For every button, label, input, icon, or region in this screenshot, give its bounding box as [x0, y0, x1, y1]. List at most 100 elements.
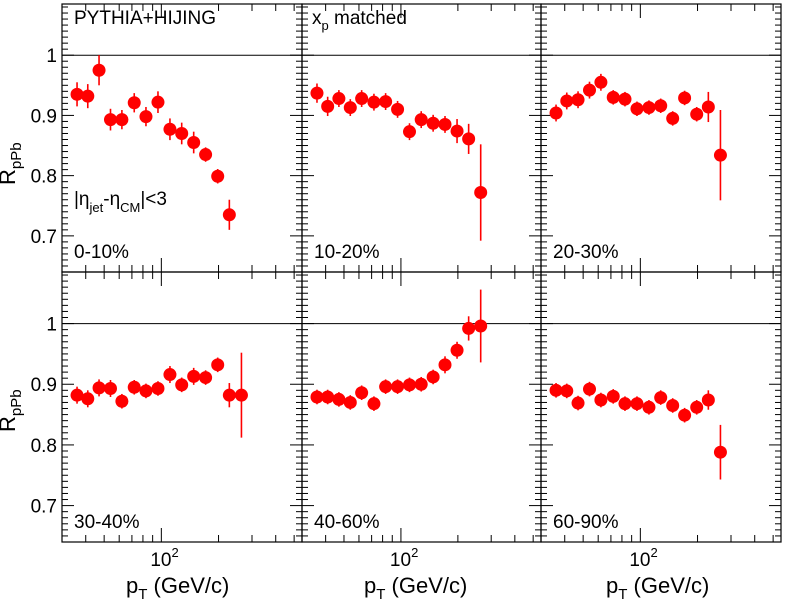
data-point: [690, 400, 704, 414]
x-axis-title-2-unit: (GeV/c): [385, 573, 467, 598]
eta-cut-part-2: jet: [89, 200, 104, 215]
panel-3: 20-30%: [540, 3, 782, 273]
eta-cut-part-3: -η: [103, 189, 120, 210]
y-axis-title-top-sub: pPb: [8, 142, 25, 169]
y-axis-title-top-main: R: [0, 169, 20, 185]
x-axis-title-3-sub: T: [618, 586, 627, 603]
data-point: [450, 343, 464, 357]
data-point: [355, 92, 369, 106]
data-point: [81, 89, 95, 103]
data-point: [379, 380, 393, 394]
data-point: [438, 117, 452, 131]
x-tick-label-exp: 2: [171, 545, 178, 560]
data-point: [367, 95, 381, 109]
data-point: [426, 116, 440, 130]
x-tick-label-base: 10: [629, 550, 650, 571]
matching-label: xp matched: [312, 8, 407, 33]
data-point: [701, 100, 715, 114]
panel-frame: [301, 271, 542, 543]
data-point: [642, 101, 656, 115]
panel-6: 102 60-90%: [540, 271, 782, 571]
y-axis-title-bottom: RpPb: [0, 389, 25, 432]
data-point: [151, 381, 165, 395]
data-point: [560, 94, 574, 108]
data-point: [582, 83, 596, 97]
y-tick-label: 1: [46, 46, 57, 67]
x-axis-title-1: pT (GeV/c): [126, 573, 229, 603]
data-point: [139, 384, 153, 398]
centrality-label: 20-30%: [553, 242, 619, 263]
y-axis-title-bottom-main: R: [0, 416, 20, 432]
data-point: [321, 390, 335, 404]
data-point: [474, 319, 488, 333]
x-axis-title-3-unit: (GeV/c): [627, 573, 709, 598]
data-point: [310, 86, 324, 100]
data-point: [92, 381, 106, 395]
eta-cut-label: |ηjet-ηCM|<3: [74, 189, 167, 215]
x-tick-label-exp: 2: [650, 545, 657, 560]
data-point: [630, 397, 644, 411]
eta-cut-part-5: |<3: [140, 189, 167, 210]
data-point: [127, 380, 141, 394]
data-point: [163, 368, 177, 382]
data-point: [462, 132, 476, 146]
data-point: [618, 92, 632, 106]
data-point: [332, 92, 346, 106]
data-point: [630, 102, 644, 116]
data-point: [343, 101, 357, 115]
data-point: [642, 400, 656, 414]
data-point: [678, 91, 692, 105]
panel-1: 0.7 0.8 0.9 1 0-10%: [31, 3, 303, 273]
data-point: [414, 377, 428, 391]
data-point: [222, 388, 236, 402]
y-tick-label: 0.7: [31, 497, 57, 518]
data-point: [549, 106, 563, 120]
data-point: [115, 113, 129, 127]
data-point: [462, 321, 476, 335]
data-point: [450, 124, 464, 138]
data-point: [606, 90, 620, 104]
panels-layer: 0.70.80.910-10% 10-20% 20-30%0.70.80.91102…: [31, 3, 782, 571]
x-axis-title-2-sub: T: [376, 586, 385, 603]
data-point: [438, 358, 452, 372]
data-point: [391, 380, 405, 394]
data-point: [391, 102, 405, 116]
data-point: [211, 169, 225, 183]
data-point: [92, 63, 106, 77]
data-point: [70, 87, 84, 101]
data-point: [713, 445, 727, 459]
data-point: [678, 408, 692, 422]
data-point: [701, 393, 715, 407]
data-point: [618, 397, 632, 411]
data-point: [560, 384, 574, 398]
data-point: [222, 208, 236, 222]
data-point: [666, 111, 680, 125]
data-point: [199, 148, 213, 162]
data-point: [414, 113, 428, 127]
centrality-label: 0-10%: [74, 242, 129, 263]
data-point: [115, 394, 129, 408]
data-point: [713, 148, 727, 162]
data-point: [666, 398, 680, 412]
data-point: [163, 122, 177, 136]
data-point: [549, 383, 563, 397]
x-axis-title-3: pT (GeV/c): [606, 573, 709, 603]
matching-label-sub: p: [322, 18, 329, 33]
data-point: [70, 388, 84, 402]
matching-label-rest: matched: [329, 8, 407, 29]
x-tick-label: 102: [629, 545, 657, 571]
data-point: [654, 391, 668, 405]
data-point: [103, 381, 117, 395]
data-point: [187, 369, 201, 383]
data-point: [234, 388, 248, 402]
centrality-label: 60-90%: [553, 512, 619, 533]
panel-2: 10-20%: [301, 3, 542, 273]
data-point: [594, 75, 608, 89]
panel-4: 0.7 0.8 0.9 1 102 30-40%: [31, 271, 303, 571]
data-point: [690, 107, 704, 121]
x-axis-title-1-main: p: [126, 573, 138, 598]
data-point: [81, 392, 95, 406]
panel-frame: [61, 271, 303, 543]
panel-5: 102 40-60%: [301, 271, 542, 571]
